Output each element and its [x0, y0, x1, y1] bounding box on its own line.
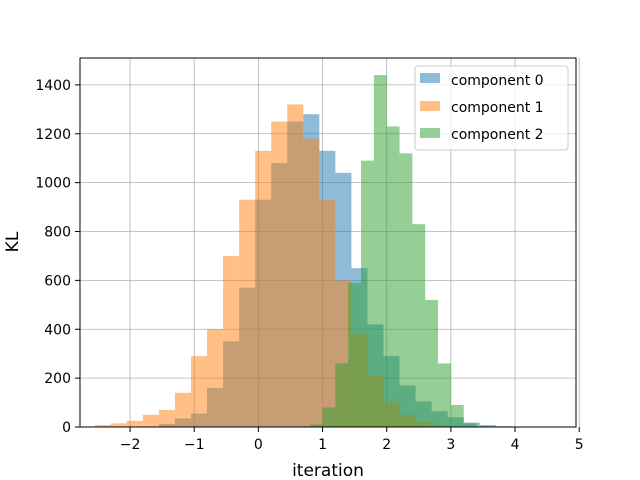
y-axis-label: KL: [3, 231, 23, 252]
histogram-bar: [479, 425, 496, 427]
histogram-bar: [110, 423, 127, 427]
histogram-bar: [425, 299, 439, 427]
histogram-bar: [386, 126, 400, 428]
x-axis-ticks: −2 −1 0 1 2 3 4 5: [120, 427, 584, 453]
histogram-bars: [94, 75, 528, 428]
histogram-bar: [361, 160, 374, 428]
x-tick-label: −1: [184, 437, 205, 453]
histogram-bar: [287, 104, 304, 427]
legend-label-component-0: component 0: [451, 73, 544, 89]
histogram-bar: [191, 356, 208, 427]
y-tick-label: 1200: [35, 127, 71, 143]
x-tick-label: 1: [318, 437, 327, 453]
histogram-bar: [438, 363, 451, 427]
y-tick-label: 1400: [35, 78, 71, 94]
histogram-bar: [239, 199, 256, 427]
histogram-bar: [309, 424, 323, 427]
y-tick-label: 800: [44, 225, 71, 241]
y-tick-label: 1000: [35, 176, 71, 192]
series-component-2: [309, 75, 477, 428]
histogram-bar: [207, 329, 224, 427]
histogram-bar: [126, 420, 143, 427]
histogram-bar: [94, 425, 111, 427]
legend-box: [414, 65, 569, 151]
histogram-bar: [223, 255, 240, 427]
histogram-bar: [335, 363, 349, 427]
x-tick-label: 2: [382, 437, 391, 453]
x-tick-label: 5: [575, 437, 584, 453]
x-tick-label: 4: [511, 437, 520, 453]
y-axis-ticks: 0 200 400 600 800 1000 1200 1400: [35, 78, 80, 436]
histogram-bar: [158, 409, 175, 427]
histogram-bar: [373, 75, 387, 427]
histogram-bar: [322, 407, 336, 427]
histogram-bar: [319, 199, 336, 427]
x-tick-label: 3: [446, 437, 455, 453]
histogram-bar: [399, 153, 413, 428]
histogram-bar: [271, 121, 288, 427]
histogram-bar: [303, 138, 320, 427]
histogram-bar: [142, 414, 159, 427]
legend-swatch-component-1: [420, 101, 440, 111]
x-tick-label: −2: [120, 437, 141, 453]
legend-label-component-1: component 1: [451, 100, 544, 116]
y-tick-label: 400: [44, 322, 71, 338]
histogram-bar: [255, 150, 272, 427]
x-tick-label: 0: [254, 437, 263, 453]
legend-swatch-component-0: [420, 73, 440, 83]
histogram-bar: [348, 282, 362, 427]
y-tick-label: 200: [44, 371, 71, 387]
legend-label-component-2: component 2: [451, 127, 544, 143]
histogram-bar: [174, 392, 192, 427]
plot-frame: [79, 57, 577, 428]
y-tick-label: 600: [44, 273, 71, 289]
histogram-bar: [450, 405, 464, 427]
y-tick-label: 0: [62, 420, 71, 436]
legend: component 0 component 1 component 2: [414, 65, 569, 151]
legend-swatch-component-2: [420, 128, 440, 138]
histogram-bar: [412, 224, 426, 427]
histogram-bar: [463, 423, 477, 427]
x-axis-label: iteration: [292, 461, 364, 480]
